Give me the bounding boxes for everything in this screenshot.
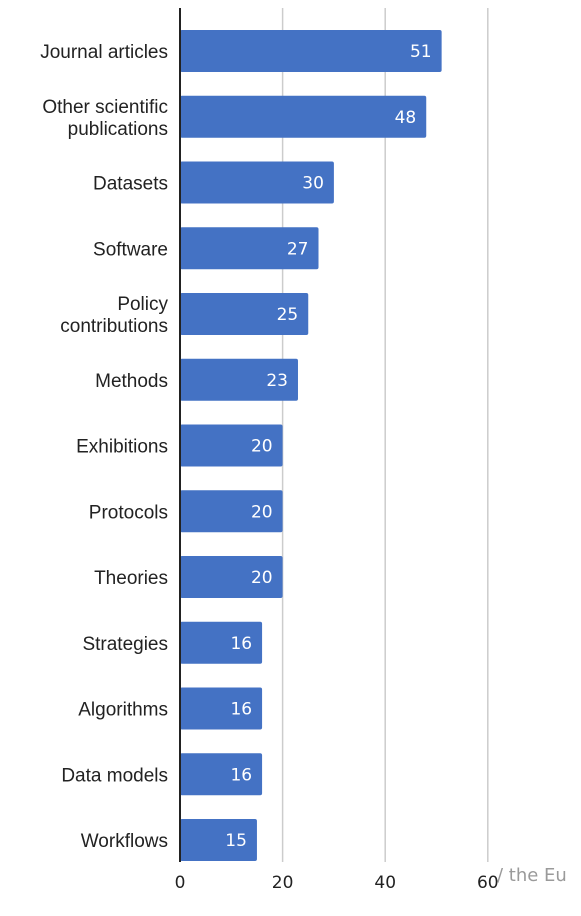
- bar-datasets: [180, 161, 334, 204]
- category-label: Theories: [94, 568, 168, 589]
- x-tick-label: 40: [374, 873, 396, 893]
- value-label: 20: [251, 502, 273, 522]
- bar-workflows: [180, 819, 257, 861]
- value-label: 16: [230, 700, 252, 720]
- bar-software: [180, 227, 319, 270]
- x-axis-ticks: 0 20 40 60: [175, 873, 499, 893]
- value-label: 30: [302, 174, 324, 194]
- category-label: Workflows: [81, 831, 168, 852]
- value-label: 23: [266, 371, 288, 391]
- bar-methods: [180, 358, 298, 401]
- category-label: Software: [93, 239, 168, 260]
- category-label: Strategies: [82, 634, 168, 655]
- value-label: 20: [251, 437, 273, 457]
- bar-protocols: [180, 490, 283, 533]
- category-label: Protocols: [89, 502, 168, 523]
- category-label: Data models: [61, 765, 168, 786]
- category-label: Journal articles: [40, 42, 168, 63]
- bar-data-models: [180, 753, 263, 796]
- x-tick-label: 0: [175, 873, 186, 893]
- value-label: 48: [395, 108, 417, 128]
- value-label: 20: [251, 568, 273, 588]
- footer-text: / the Eu: [497, 865, 567, 886]
- value-label: 25: [277, 305, 299, 325]
- category-label: Exhibitions: [76, 437, 168, 458]
- value-label: 15: [225, 831, 247, 851]
- bar-other-scientific-publications: [180, 95, 427, 138]
- bar-strategies: [180, 621, 263, 664]
- category-label: Policy contributions: [60, 294, 168, 337]
- category-labels: Journal articles Other scientific publicat…: [40, 42, 168, 852]
- bar-theories: [180, 556, 283, 598]
- category-label: Methods: [95, 371, 168, 392]
- category-label: Datasets: [93, 174, 168, 195]
- x-tick-label: 20: [272, 873, 294, 893]
- value-label: 51: [410, 42, 432, 62]
- bar-policy-contributions: [180, 293, 309, 335]
- category-label: Algorithms: [78, 700, 168, 721]
- x-tick-label: 60: [477, 873, 499, 893]
- bar-journal-articles: [180, 30, 442, 72]
- value-labels: 51 48 30 27 25 23 20 20 20 16 16 16 15: [225, 42, 431, 851]
- category-label: Other scientific publications: [42, 97, 168, 140]
- value-label: 16: [230, 765, 252, 785]
- bar-exhibitions: [180, 424, 283, 467]
- value-label: 27: [287, 239, 309, 259]
- value-label: 16: [230, 634, 252, 654]
- bars: [180, 30, 442, 861]
- bar-algorithms: [180, 687, 263, 730]
